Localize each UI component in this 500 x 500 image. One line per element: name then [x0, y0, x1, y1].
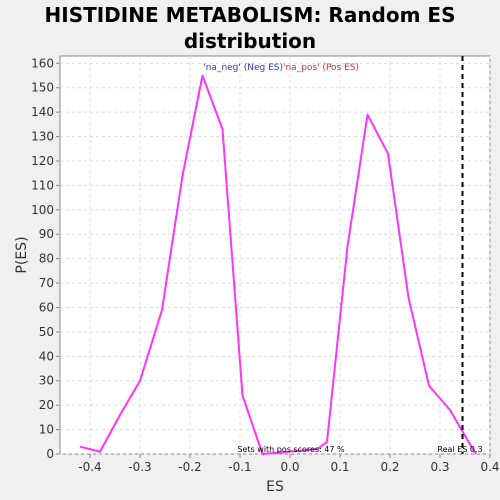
x-tick: 0.1: [330, 454, 350, 474]
y-tick-label: 0: [46, 447, 54, 461]
y-tick: 90: [39, 227, 60, 241]
y-tick-label: 160: [31, 56, 54, 70]
plot-background: [59, 55, 491, 455]
x-tick: -0.1: [228, 454, 252, 474]
y-tick-label: 40: [39, 349, 54, 363]
real-es-annotation: Real ES 0.3: [437, 445, 482, 454]
series-line: [79, 74, 477, 455]
y-tick-label: 10: [39, 423, 54, 437]
y-tick: 60: [39, 300, 60, 314]
x-axis-ticks: -0.4 -0.3 -0.2 -0.1 0.0 0.1 0.2 0.3 0.4: [78, 454, 500, 474]
x-tick-label: 0.0: [280, 460, 299, 474]
x-tick-label: 0.3: [430, 460, 449, 474]
pos-scores-annotation: Sets with pos scores: 47 %: [237, 445, 345, 454]
y-axis-ticks: 0 10 20 30 40 50 60 70 80 90 100 110 120 130 140 150 160: [31, 56, 60, 461]
x-tick-label: -0.2: [178, 460, 201, 474]
x-tick-label: -0.1: [228, 460, 251, 474]
legend-neg-label: 'na_neg' (Neg ES): [203, 63, 283, 73]
x-tick: 0.0: [280, 454, 300, 474]
y-tick: 50: [39, 325, 60, 339]
x-tick: 0.2: [380, 454, 400, 474]
x-tick: -0.2: [178, 454, 202, 474]
x-tick-label: 0.1: [330, 460, 349, 474]
y-tick-label: 150: [31, 81, 54, 95]
y-tick-label: 120: [31, 154, 54, 168]
x-tick: 0.4: [480, 454, 500, 474]
y-tick-label: 70: [39, 276, 54, 290]
x-tick: 0.3: [430, 454, 450, 474]
y-tick-label: 50: [39, 325, 54, 339]
y-tick-label: 60: [39, 300, 54, 314]
y-tick-label: 140: [31, 105, 54, 119]
y-tick: 100: [31, 203, 60, 217]
x-tick: -0.4: [78, 454, 102, 474]
y-tick: 120: [31, 154, 60, 168]
y-axis-label: P(ES): [14, 236, 30, 273]
y-tick: 140: [31, 105, 60, 119]
series-group: [79, 74, 477, 455]
x-tick-label: 0.2: [380, 460, 399, 474]
chart-title-line-1: HISTIDINE METABOLISM: Random ES: [44, 3, 456, 27]
y-tick-label: 20: [39, 398, 54, 412]
y-tick: 0: [46, 447, 60, 461]
x-tick-label: 0.4: [480, 460, 499, 474]
y-tick: 40: [39, 349, 60, 363]
x-axis-label: ES: [266, 479, 284, 495]
y-tick: 80: [39, 252, 60, 266]
y-tick-label: 110: [31, 178, 54, 192]
y-tick-label: 30: [39, 374, 54, 388]
y-tick-label: 100: [31, 203, 54, 217]
x-tick-label: -0.3: [128, 460, 151, 474]
x-tick: -0.3: [128, 454, 152, 474]
y-tick: 10: [39, 423, 60, 437]
y-tick: 160: [31, 56, 60, 70]
y-tick: 150: [31, 81, 60, 95]
y-tick: 30: [39, 374, 60, 388]
x-tick-label: -0.4: [78, 460, 101, 474]
y-tick-label: 80: [39, 252, 54, 266]
y-tick-label: 90: [39, 227, 54, 241]
chart-title: HISTIDINE METABOLISM: Random ES distribu…: [0, 2, 500, 54]
y-tick: 130: [31, 130, 60, 144]
y-tick-label: 130: [31, 130, 54, 144]
chart-title-line-2: distribution: [183, 29, 317, 53]
y-tick: 20: [39, 398, 60, 412]
legend-pos-label: 'na_pos' (Pos ES): [283, 63, 359, 73]
y-tick: 110: [31, 178, 60, 192]
grid: [60, 56, 491, 455]
y-tick: 70: [39, 276, 60, 290]
